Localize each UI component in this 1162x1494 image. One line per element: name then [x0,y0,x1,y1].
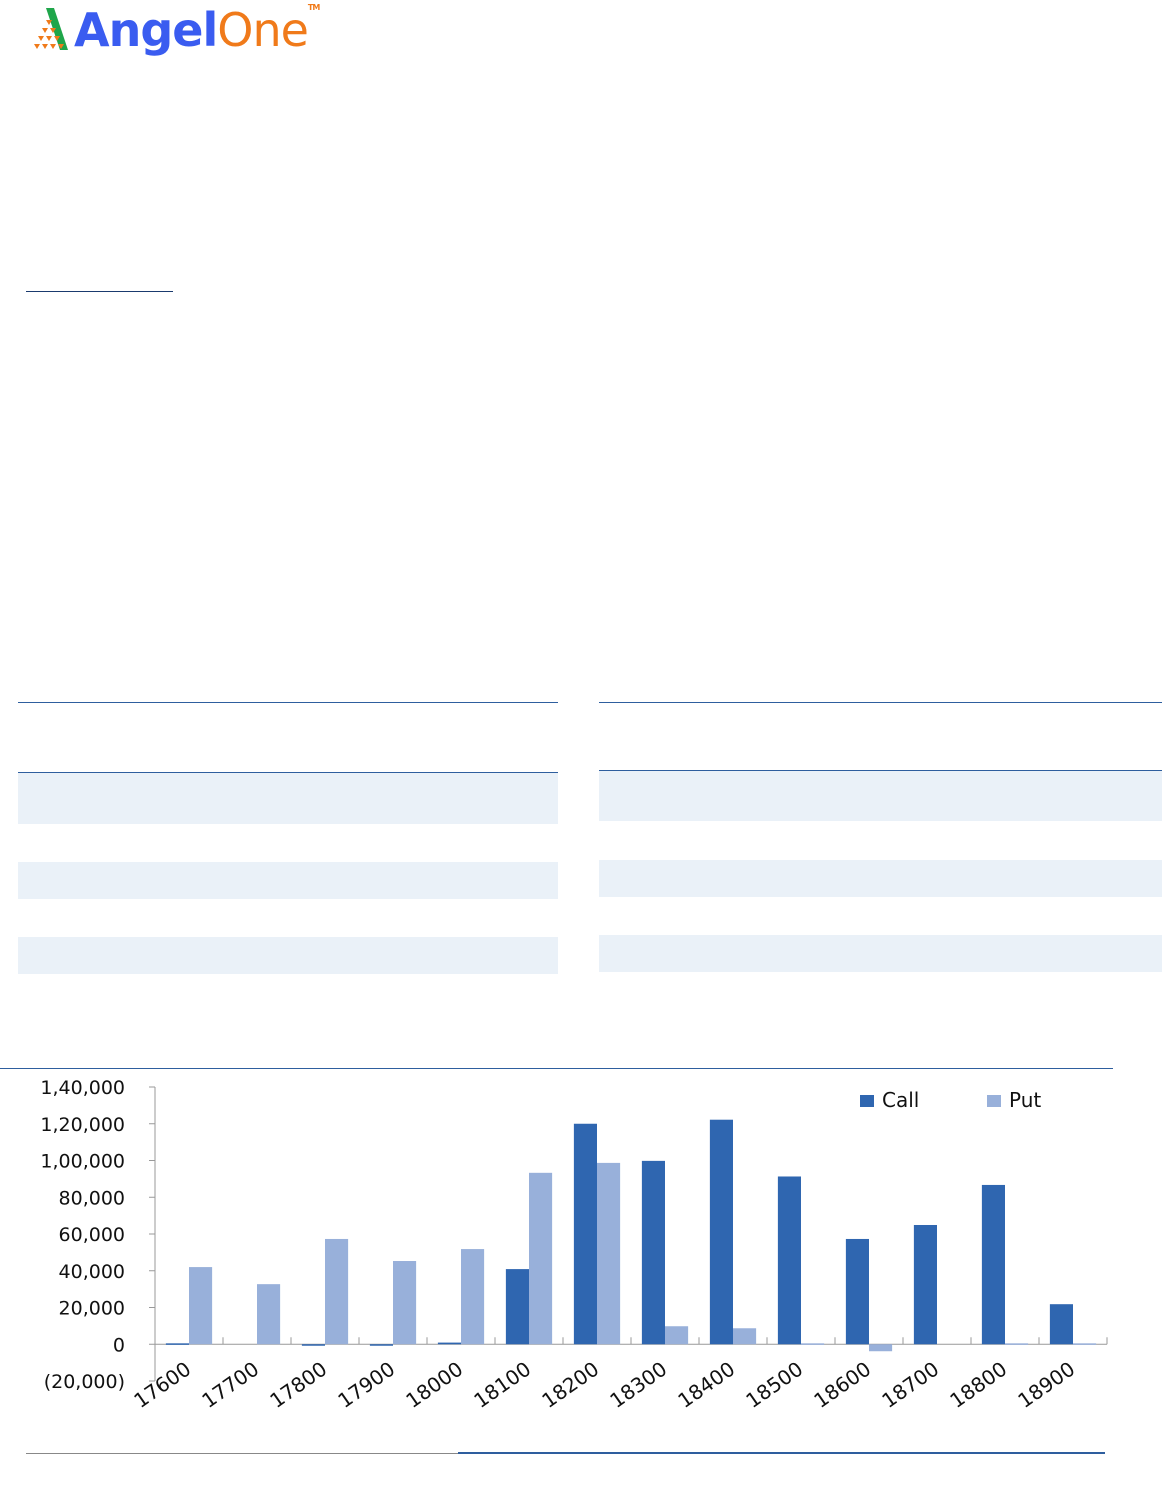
bar-call-18400 [709,1119,733,1345]
bar-put-17900 [393,1261,417,1345]
x-tick-label: 17900 [333,1357,399,1413]
bar-call-17600 [165,1343,189,1345]
table-top-rule [18,702,558,703]
table-header-rule [18,772,558,773]
bar-call-18600 [845,1238,869,1345]
table-row [599,771,1162,821]
bar-call-18200 [573,1123,597,1345]
bar-put-17700 [257,1284,281,1345]
x-tick-label: 18600 [809,1357,875,1413]
bar-call-18300 [641,1160,665,1345]
x-tick-label: 18000 [401,1357,467,1413]
table-row [18,773,558,824]
y-tick-label: 40,000 [59,1261,125,1283]
bar-put-18100 [529,1172,553,1345]
bar-put-18500 [801,1343,825,1345]
bar-put-18800 [1005,1343,1029,1345]
x-tick-label: 18300 [605,1357,671,1413]
table-row [599,935,1162,972]
bar-put-18200 [597,1162,621,1345]
trademark: TM [307,3,320,12]
table-row [18,937,558,974]
chart-top-rule [0,1068,1113,1069]
x-tick-label: 18400 [673,1357,739,1413]
bar-call-17900 [369,1344,393,1346]
logo-angel-text: Angel [74,3,218,57]
table-header-rule [599,770,1162,771]
legend-swatch-put [987,1095,1001,1107]
bar-put-17800 [325,1238,349,1345]
x-tick-label: 18100 [469,1357,535,1413]
angel-one-pyramid-icon [34,8,68,50]
bar-call-17800 [301,1344,325,1346]
x-tick-label: 18700 [877,1357,943,1413]
legend-label-call: Call [882,1088,919,1112]
chart-bottom-rule-right [458,1452,1105,1454]
bar-put-17600 [189,1267,213,1345]
bar-put-18400 [733,1328,757,1345]
bar-call-18500 [777,1176,801,1345]
logo-wordmark: AngelOneTM [74,3,320,57]
x-tick-label: 17600 [129,1357,195,1413]
y-tick-label: 1,40,000 [40,1077,125,1099]
y-tick-label: 80,000 [59,1187,125,1209]
angel-one-logo: AngelOneTM [18,2,320,58]
bar-call-18700 [913,1224,937,1345]
table-row [18,862,558,899]
x-tick-label: 18500 [741,1357,807,1413]
bar-call-18100 [505,1269,529,1345]
bar-call-18800 [981,1184,1005,1345]
y-tick-label: 60,000 [59,1224,125,1246]
table-top-rule [599,702,1162,703]
table-row [599,860,1162,897]
y-tick-label: 1,20,000 [40,1114,125,1136]
bar-put-18000 [461,1249,485,1345]
x-tick-label: 18200 [537,1357,603,1413]
y-tick-label: 0 [113,1334,125,1356]
bar-put-18900 [1073,1343,1097,1345]
legend-swatch-call [860,1095,874,1107]
y-tick-label: 1,00,000 [40,1151,125,1173]
x-tick-label: 18800 [945,1357,1011,1413]
heading-underline [26,291,173,292]
bar-call-18900 [1049,1304,1073,1345]
logo-one-text: One [217,3,309,57]
x-tick-label: 17800 [265,1357,331,1413]
y-tick-label: (20,000) [44,1371,125,1393]
x-tick-label: 18900 [1013,1357,1079,1413]
chart-bottom-rule-left [26,1453,458,1454]
x-tick-label: 17700 [197,1357,263,1413]
y-tick-label: 20,000 [59,1298,125,1320]
bar-put-18600 [869,1344,893,1352]
legend-label-put: Put [1009,1088,1041,1112]
bar-put-18300 [665,1326,689,1345]
bar-call-18000 [437,1342,461,1345]
